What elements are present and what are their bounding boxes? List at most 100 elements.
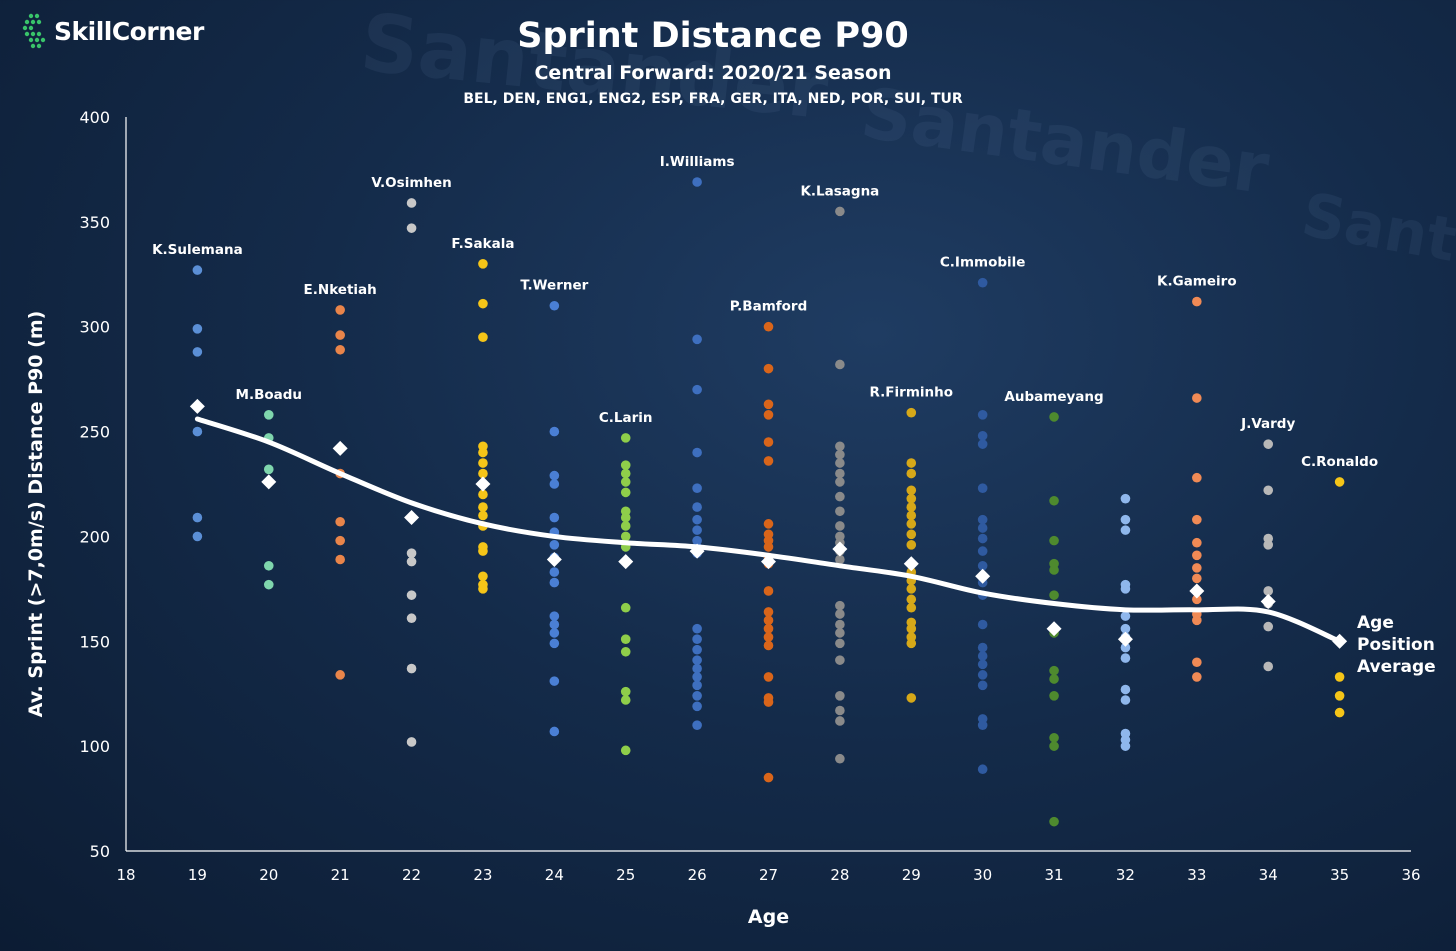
data-point <box>763 437 774 447</box>
data-point <box>549 470 560 481</box>
data-point <box>835 655 845 665</box>
x-tick-label: 27 <box>759 866 778 884</box>
data-point <box>977 439 988 449</box>
data-point <box>835 359 845 370</box>
data-point <box>906 519 917 529</box>
data-point <box>620 468 631 479</box>
data-point <box>906 584 917 594</box>
data-point <box>835 477 845 487</box>
data-point <box>835 600 845 611</box>
x-tick-label: 21 <box>331 866 350 884</box>
data-point <box>835 441 845 452</box>
y-tick-label: 150 <box>79 632 110 651</box>
data-point <box>977 642 988 653</box>
data-point <box>906 529 917 540</box>
data-point <box>977 277 988 288</box>
average-marker <box>903 556 919 572</box>
player-label: J.Vardy <box>1240 416 1295 432</box>
data-point <box>406 223 417 233</box>
y-axis-label: Av. Sprint (>7,0m/s) Distance P90 (m) <box>25 311 47 718</box>
y-tick-label: 200 <box>79 527 110 546</box>
data-point <box>692 701 702 712</box>
data-point <box>906 493 917 504</box>
data-point <box>692 691 702 701</box>
data-point <box>835 628 845 638</box>
data-point <box>906 594 917 605</box>
data-point <box>835 206 845 217</box>
data-point <box>335 516 345 527</box>
data-point <box>1334 672 1345 682</box>
average-marker <box>332 440 348 456</box>
data-point <box>835 619 845 630</box>
data-point <box>692 514 702 525</box>
data-point <box>977 619 988 630</box>
average-marker <box>832 541 848 557</box>
data-point <box>1049 665 1059 676</box>
data-point <box>906 693 917 703</box>
data-point <box>1049 535 1059 546</box>
data-point <box>692 663 702 674</box>
chart-title: Sprint Distance P90 <box>517 16 909 56</box>
data-point <box>406 590 417 600</box>
data-point <box>763 363 774 374</box>
data-point <box>763 456 774 466</box>
data-point <box>763 615 774 626</box>
data-point <box>1049 816 1059 827</box>
data-point <box>549 577 560 588</box>
data-point <box>620 531 631 542</box>
data-point <box>478 502 488 512</box>
data-point <box>1192 563 1202 573</box>
data-point <box>1120 741 1131 751</box>
data-point <box>1049 495 1059 506</box>
data-point <box>478 510 488 521</box>
data-point <box>977 764 988 775</box>
average-marker <box>1046 621 1062 637</box>
x-tick-label: 28 <box>830 866 849 884</box>
data-point <box>1192 657 1202 668</box>
data-point <box>692 447 702 458</box>
brand-logo: SkillCorner <box>22 12 204 50</box>
player-label: K.Gameiro <box>1157 274 1237 290</box>
data-point <box>1049 741 1059 751</box>
data-point <box>335 535 345 546</box>
data-point <box>763 399 774 410</box>
y-tick-label: 300 <box>79 318 110 337</box>
x-tick-label: 31 <box>1045 866 1064 884</box>
x-tick-label: 29 <box>902 866 921 884</box>
data-point <box>977 483 988 493</box>
player-label: E.Nketiah <box>304 282 377 298</box>
data-point <box>692 720 702 730</box>
data-point <box>1263 586 1274 596</box>
data-point <box>977 720 988 730</box>
data-point <box>1120 695 1131 705</box>
data-point <box>835 521 845 531</box>
league-list: BEL, DEN, ENG1, ENG2, ESP, FRA, GER, ITA… <box>463 91 963 107</box>
data-point <box>763 607 774 617</box>
data-point <box>1192 672 1202 682</box>
data-point <box>763 772 774 783</box>
data-point <box>549 300 560 311</box>
data-point <box>478 298 488 309</box>
data-point <box>549 567 560 577</box>
x-tick-label: 24 <box>545 866 564 884</box>
data-point <box>906 468 917 479</box>
data-point <box>1334 707 1345 718</box>
data-point <box>835 691 845 701</box>
data-point <box>549 638 560 649</box>
data-point <box>1263 661 1274 672</box>
data-point <box>406 613 417 624</box>
data-point <box>1049 732 1059 743</box>
data-point <box>692 334 702 345</box>
data-point <box>549 726 560 737</box>
data-point <box>406 556 417 567</box>
data-point <box>763 623 774 634</box>
average-marker <box>1189 583 1205 599</box>
data-point <box>692 644 702 655</box>
data-point <box>835 705 845 716</box>
data-point <box>478 332 488 343</box>
data-point <box>549 540 560 550</box>
player-label: F.Sakala <box>451 236 514 252</box>
data-point <box>835 609 845 619</box>
data-point <box>549 479 560 489</box>
player-label: C.Larin <box>599 410 653 426</box>
